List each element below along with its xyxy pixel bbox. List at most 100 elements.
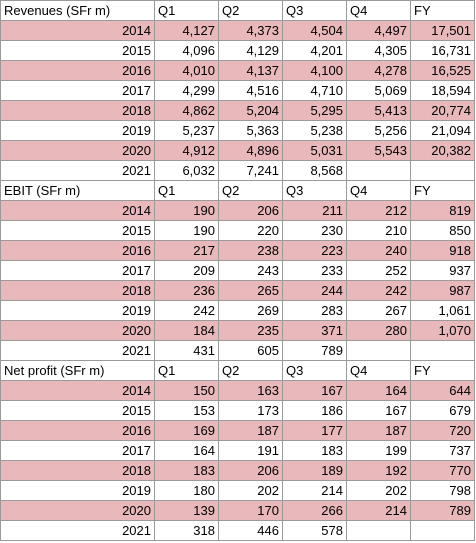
value-cell[interactable]: 243 (218, 260, 283, 281)
value-cell[interactable]: 199 (346, 440, 411, 461)
value-cell[interactable]: 242 (346, 280, 411, 301)
value-cell[interactable]: 737 (410, 440, 475, 461)
value-cell[interactable]: 214 (282, 480, 347, 501)
column-header[interactable]: FY (410, 180, 475, 201)
value-cell[interactable]: 789 (282, 340, 347, 361)
value-cell[interactable]: 918 (410, 240, 475, 261)
value-cell[interactable]: 267 (346, 300, 411, 321)
value-cell[interactable]: 233 (282, 260, 347, 281)
value-cell[interactable]: 153 (154, 400, 219, 421)
column-header[interactable]: Q1 (154, 0, 219, 21)
value-cell[interactable]: 265 (218, 280, 283, 301)
value-cell[interactable]: 937 (410, 260, 475, 281)
year-cell[interactable]: 2020 (0, 140, 155, 161)
value-cell[interactable]: 191 (218, 440, 283, 461)
value-cell[interactable]: 211 (282, 200, 347, 221)
value-cell[interactable]: 220 (218, 220, 283, 241)
year-cell[interactable]: 2016 (0, 420, 155, 441)
value-cell[interactable]: 5,238 (282, 120, 347, 141)
value-cell[interactable]: 446 (218, 520, 283, 541)
value-cell[interactable]: 4,896 (218, 140, 283, 161)
column-header[interactable]: FY (410, 0, 475, 21)
value-cell[interactable]: 192 (346, 460, 411, 481)
value-cell[interactable]: 5,031 (282, 140, 347, 161)
value-cell[interactable]: 167 (282, 380, 347, 401)
value-cell[interactable]: 789 (410, 500, 475, 521)
year-cell[interactable]: 2021 (0, 520, 155, 541)
value-cell[interactable]: 4,278 (346, 60, 411, 81)
value-cell[interactable]: 4,710 (282, 80, 347, 101)
value-cell[interactable]: 5,237 (154, 120, 219, 141)
value-cell[interactable]: 17,501 (410, 20, 475, 41)
value-cell[interactable]: 252 (346, 260, 411, 281)
value-cell[interactable]: 18,594 (410, 80, 475, 101)
year-cell[interactable]: 2021 (0, 160, 155, 181)
value-cell[interactable]: 4,129 (218, 40, 283, 61)
section-title[interactable]: Revenues (SFr m) (0, 0, 155, 21)
value-cell[interactable]: 4,299 (154, 80, 219, 101)
value-cell[interactable]: 186 (282, 400, 347, 421)
value-cell[interactable]: 167 (346, 400, 411, 421)
year-cell[interactable]: 2018 (0, 100, 155, 121)
value-cell[interactable]: 16,525 (410, 60, 475, 81)
value-cell[interactable]: 183 (282, 440, 347, 461)
value-cell[interactable]: 177 (282, 420, 347, 441)
value-cell[interactable]: 187 (346, 420, 411, 441)
year-cell[interactable]: 2015 (0, 220, 155, 241)
value-cell[interactable] (410, 160, 475, 181)
year-cell[interactable]: 2017 (0, 440, 155, 461)
value-cell[interactable]: 223 (282, 240, 347, 261)
value-cell[interactable] (346, 520, 411, 541)
value-cell[interactable]: 5,295 (282, 100, 347, 121)
value-cell[interactable]: 5,256 (346, 120, 411, 141)
value-cell[interactable]: 5,363 (218, 120, 283, 141)
value-cell[interactable]: 214 (346, 500, 411, 521)
value-cell[interactable]: 8,568 (282, 160, 347, 181)
value-cell[interactable]: 170 (218, 500, 283, 521)
value-cell[interactable]: 163 (218, 380, 283, 401)
value-cell[interactable]: 431 (154, 340, 219, 361)
value-cell[interactable]: 318 (154, 520, 219, 541)
value-cell[interactable]: 6,032 (154, 160, 219, 181)
year-cell[interactable]: 2018 (0, 460, 155, 481)
value-cell[interactable]: 605 (218, 340, 283, 361)
value-cell[interactable]: 190 (154, 200, 219, 221)
value-cell[interactable] (346, 340, 411, 361)
value-cell[interactable]: 819 (410, 200, 475, 221)
value-cell[interactable]: 190 (154, 220, 219, 241)
column-header[interactable]: Q1 (154, 360, 219, 381)
value-cell[interactable]: 266 (282, 500, 347, 521)
value-cell[interactable]: 4,497 (346, 20, 411, 41)
value-cell[interactable]: 4,100 (282, 60, 347, 81)
value-cell[interactable] (346, 160, 411, 181)
value-cell[interactable]: 644 (410, 380, 475, 401)
year-cell[interactable]: 2020 (0, 500, 155, 521)
value-cell[interactable]: 20,382 (410, 140, 475, 161)
column-header[interactable]: Q2 (218, 0, 283, 21)
value-cell[interactable]: 183 (154, 460, 219, 481)
value-cell[interactable]: 4,862 (154, 100, 219, 121)
value-cell[interactable]: 240 (346, 240, 411, 261)
value-cell[interactable]: 4,096 (154, 40, 219, 61)
value-cell[interactable]: 164 (154, 440, 219, 461)
value-cell[interactable]: 578 (282, 520, 347, 541)
value-cell[interactable]: 4,010 (154, 60, 219, 81)
value-cell[interactable]: 7,241 (218, 160, 283, 181)
value-cell[interactable]: 180 (154, 480, 219, 501)
value-cell[interactable]: 202 (218, 480, 283, 501)
column-header[interactable]: Q1 (154, 180, 219, 201)
value-cell[interactable]: 1,061 (410, 300, 475, 321)
value-cell[interactable]: 21,094 (410, 120, 475, 141)
value-cell[interactable]: 283 (282, 300, 347, 321)
value-cell[interactable]: 4,305 (346, 40, 411, 61)
value-cell[interactable]: 4,504 (282, 20, 347, 41)
column-header[interactable]: Q3 (282, 180, 347, 201)
column-header[interactable]: Q2 (218, 180, 283, 201)
value-cell[interactable]: 169 (154, 420, 219, 441)
value-cell[interactable]: 202 (346, 480, 411, 501)
year-cell[interactable]: 2016 (0, 240, 155, 261)
value-cell[interactable]: 371 (282, 320, 347, 341)
value-cell[interactable]: 20,774 (410, 100, 475, 121)
year-cell[interactable]: 2020 (0, 320, 155, 341)
year-cell[interactable]: 2014 (0, 200, 155, 221)
